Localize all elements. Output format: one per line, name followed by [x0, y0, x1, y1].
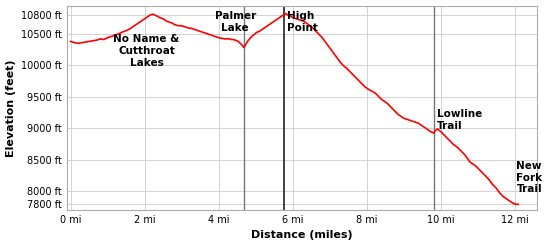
Text: Lowline
Trail: Lowline Trail	[437, 109, 482, 131]
X-axis label: Distance (miles): Distance (miles)	[251, 231, 353, 240]
Text: New
Fork
Trail: New Fork Trail	[516, 161, 542, 194]
Text: No Name &
Cutthroat
Lakes: No Name & Cutthroat Lakes	[113, 34, 179, 68]
Text: High
Point: High Point	[287, 11, 318, 33]
Y-axis label: Elevation (feet): Elevation (feet)	[6, 59, 15, 156]
Text: Palmer
Lake: Palmer Lake	[214, 11, 256, 33]
